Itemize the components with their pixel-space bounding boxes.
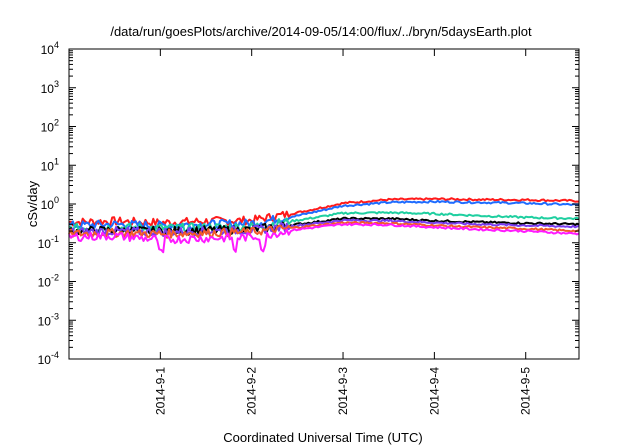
plot-frame [68,48,580,360]
y-tick-label-8: 104 [41,40,59,57]
series-line-7 [68,222,580,254]
y-tick-label-4: 100 [41,195,59,212]
y-tick-label-5: 101 [41,156,59,173]
x-tick-label-2: 2014-9-3 [336,367,350,415]
x-tick-label-3: 2014-9-4 [427,367,441,415]
tick-layer [69,48,579,360]
y-tick-label-2: 10-2 [38,273,59,290]
y-tick-label-7: 103 [41,79,59,96]
x-tick-labels: 2014-9-1 2014-9-2 2014-9-3 2014-9-4 2014-9-5 [153,367,532,415]
y-tick-labels: 10-4 10-3 10-2 10-1 100 101 102 103 104 [38,40,59,367]
x-tick-label-1: 2014-9-2 [245,367,259,415]
series-line-6 [68,220,580,239]
y-tick-label-6: 102 [41,118,59,135]
series-layer [68,197,580,254]
x-tick-label-0: 2014-9-1 [153,367,167,415]
y-tick-label-0: 10-4 [38,350,59,367]
y-tick-label-3: 10-1 [38,234,59,251]
series-line-1 [68,197,580,227]
y-tick-label-1: 10-3 [38,311,59,328]
chart-title: /data/run/goesPlots/archive/2014-09-05/1… [110,24,532,39]
x-tick-label-4: 2014-9-5 [519,367,533,415]
x-axis-label: Coordinated Universal Time (UTC) [223,430,422,445]
series-line-5 [68,218,580,237]
series-line-4 [68,216,580,237]
y-axis-label: cSv/day [25,180,40,227]
